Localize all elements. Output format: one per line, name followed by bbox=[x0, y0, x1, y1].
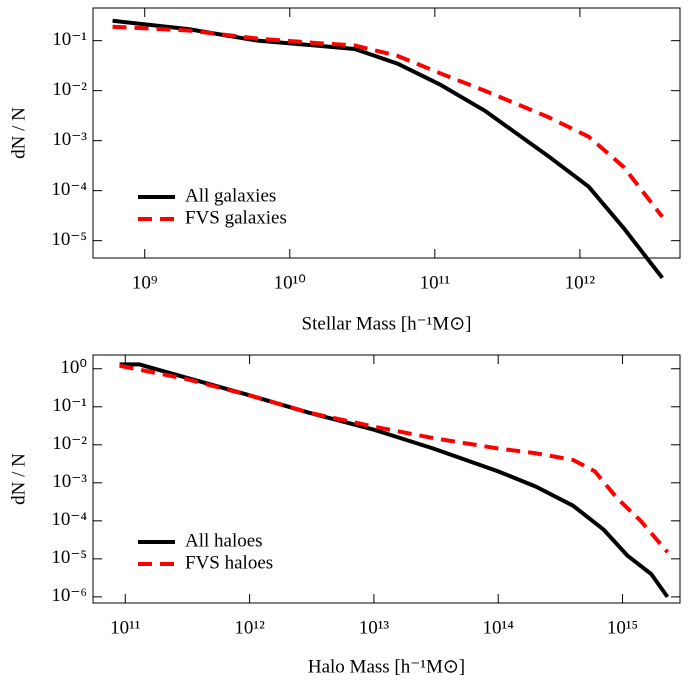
y-axis-label: dN / N bbox=[8, 453, 29, 505]
x-tick-label: 10¹⁰ bbox=[274, 272, 306, 293]
y-tick-label: 10⁻² bbox=[52, 79, 87, 100]
y-tick-label: 10⁻³ bbox=[52, 471, 87, 492]
y-tick-label: 10⁰ bbox=[60, 357, 87, 378]
series-line bbox=[119, 363, 670, 554]
legend-label: All galaxies bbox=[185, 185, 276, 206]
x-axis-label: Halo Mass [h⁻¹M⊙] bbox=[308, 656, 465, 677]
x-tick-label: 10¹¹ bbox=[420, 272, 451, 293]
legend-label: FVS haloes bbox=[185, 552, 273, 573]
y-tick-label: 10⁻⁵ bbox=[51, 547, 87, 568]
plot-frame bbox=[92, 354, 681, 604]
y-tick-label: 10⁻¹ bbox=[52, 395, 87, 416]
y-tick-label: 10⁻¹ bbox=[52, 29, 87, 50]
y-tick-label: 10⁻³ bbox=[52, 129, 87, 150]
x-tick-label: 10¹⁵ bbox=[607, 617, 638, 638]
legend-label: FVS galaxies bbox=[185, 207, 287, 228]
plot-frame bbox=[92, 7, 681, 259]
legend-label: All haloes bbox=[185, 530, 263, 551]
x-axis-label: Stellar Mass [h⁻¹M⊙] bbox=[302, 313, 472, 334]
y-tick-label: 10⁻⁵ bbox=[51, 229, 87, 250]
x-tick-label: 10¹¹ bbox=[110, 617, 141, 638]
y-tick-label: 10⁻⁶ bbox=[51, 585, 87, 606]
x-tick-label: 10¹² bbox=[234, 617, 265, 638]
y-axis-label: dN / N bbox=[8, 107, 29, 159]
series-line bbox=[112, 18, 664, 280]
y-tick-label: 10⁻⁴ bbox=[51, 179, 87, 200]
x-tick-label: 10¹⁴ bbox=[483, 617, 515, 638]
y-tick-label: 10⁻⁴ bbox=[51, 509, 87, 530]
x-tick-label: 10⁹ bbox=[132, 272, 158, 293]
x-tick-label: 10¹² bbox=[565, 272, 596, 293]
y-tick-label: 10⁻² bbox=[52, 433, 87, 454]
x-tick-label: 10¹³ bbox=[359, 617, 390, 638]
series-line bbox=[112, 24, 664, 219]
